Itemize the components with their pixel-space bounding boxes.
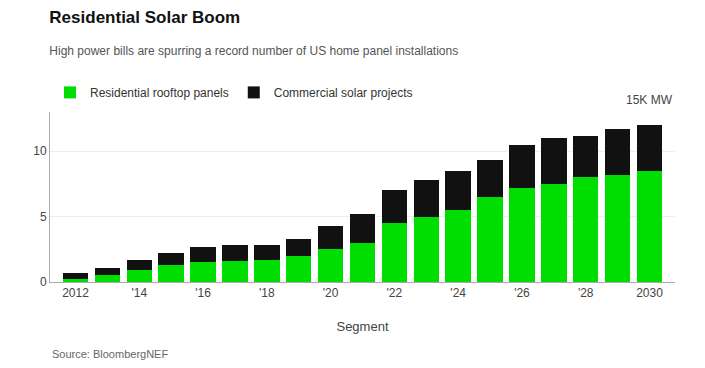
svg-text:5: 5 — [40, 210, 47, 224]
svg-text:2012: 2012 — [62, 286, 89, 300]
svg-text:Source: BloombergNEF: Source: BloombergNEF — [52, 348, 168, 360]
svg-text:'26: '26 — [514, 286, 530, 300]
svg-text:10: 10 — [33, 144, 47, 158]
svg-text:Segment: Segment — [336, 319, 388, 334]
svg-text:15K MW: 15K MW — [626, 93, 673, 107]
svg-text:High power bills are spurring: High power bills are spurring a record n… — [49, 44, 458, 58]
svg-text:'18: '18 — [259, 286, 275, 300]
svg-text:Residential rooftop panels: Residential rooftop panels — [90, 86, 229, 100]
svg-text:'28: '28 — [578, 286, 594, 300]
svg-text:'24: '24 — [450, 286, 466, 300]
svg-text:0: 0 — [40, 275, 47, 289]
svg-text:Commercial solar projects: Commercial solar projects — [274, 86, 413, 100]
svg-text:'16: '16 — [195, 286, 211, 300]
svg-text:'22: '22 — [387, 286, 403, 300]
svg-text:'20: '20 — [323, 286, 339, 300]
svg-text:'14: '14 — [131, 286, 147, 300]
svg-text:2030: 2030 — [636, 286, 663, 300]
svg-text:Residential Solar Boom: Residential Solar Boom — [49, 8, 240, 27]
